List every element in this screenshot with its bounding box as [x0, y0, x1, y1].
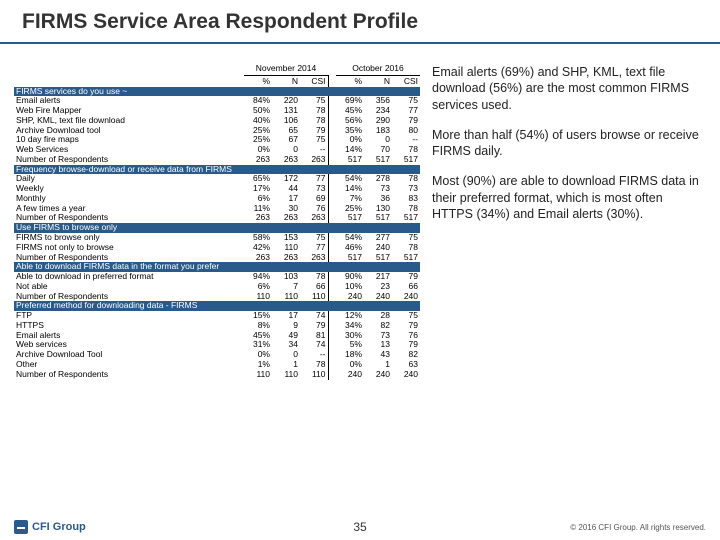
cell: 517	[364, 253, 392, 263]
col-b-n: N	[364, 75, 392, 86]
row-label: SHP, KML, text file download	[14, 116, 244, 126]
cell: 263	[300, 155, 328, 165]
row-label: Web services	[14, 340, 244, 350]
row-label: Archive Download tool	[14, 126, 244, 136]
footer-logo-text: CFI Group	[32, 521, 86, 533]
cell: 517	[336, 155, 364, 165]
cell: 517	[392, 213, 420, 223]
cell: 110	[272, 292, 300, 302]
row-label: A few times a year	[14, 204, 244, 214]
period-b-label: October 2016	[336, 64, 420, 75]
col-a-csi: CSI	[300, 75, 328, 86]
table-row: Number of Respondents110110110240240240	[14, 292, 420, 302]
row-label: Able to download in preferred format	[14, 272, 244, 282]
table-row: Number of Respondents110110110240240240	[14, 370, 420, 380]
cell: 263	[272, 253, 300, 263]
cell: 240	[392, 370, 420, 380]
row-label: Archive Download Tool	[14, 350, 244, 360]
data-table: November 2014 October 2016 % N CSI % N C…	[14, 64, 420, 380]
row-label: Number of Respondents	[14, 292, 244, 302]
row-label: Email alerts	[14, 96, 244, 106]
cell: 110	[244, 292, 272, 302]
cell: 517	[364, 213, 392, 223]
period-a-label: November 2014	[244, 64, 328, 75]
note-3: Most (90%) are able to download FIRMS da…	[432, 173, 704, 222]
cell: 263	[244, 213, 272, 223]
row-label: Number of Respondents	[14, 253, 244, 263]
cell: 110	[300, 292, 328, 302]
cell: 263	[272, 155, 300, 165]
cell: 240	[336, 370, 364, 380]
row-label: Monthly	[14, 194, 244, 204]
page-title: FIRMS Service Area Respondent Profile	[22, 10, 698, 34]
cell: 240	[392, 292, 420, 302]
cell: 110	[244, 370, 272, 380]
footer-copyright: © 2016 CFI Group. All rights reserved.	[570, 523, 706, 532]
row-label: Number of Respondents	[14, 213, 244, 223]
cell: 517	[364, 155, 392, 165]
row-label: HTTPS	[14, 321, 244, 331]
cell: 517	[336, 213, 364, 223]
row-label: 10 day fire maps	[14, 135, 244, 145]
cell: 517	[392, 253, 420, 263]
col-a-pct: %	[244, 75, 272, 86]
row-label: Web Fire Mapper	[14, 106, 244, 116]
cell: 263	[244, 253, 272, 263]
note-1: Email alerts (69%) and SHP, KML, text fi…	[432, 64, 704, 113]
cell: 263	[300, 253, 328, 263]
side-notes: Email alerts (69%) and SHP, KML, text fi…	[432, 64, 708, 236]
note-2: More than half (54%) of users browse or …	[432, 127, 704, 160]
cell: 263	[272, 213, 300, 223]
cell: 263	[244, 155, 272, 165]
data-table-container: November 2014 October 2016 % N CSI % N C…	[14, 64, 420, 380]
row-label: Daily	[14, 174, 244, 184]
logo-icon	[14, 520, 28, 534]
row-label: Not able	[14, 282, 244, 292]
row-label: Number of Respondents	[14, 370, 244, 380]
row-label: FIRMS not only to browse	[14, 243, 244, 253]
cell: 240	[336, 292, 364, 302]
table-row: Number of Respondents263263263517517517	[14, 155, 420, 165]
col-a-n: N	[272, 75, 300, 86]
col-b-csi: CSI	[392, 75, 420, 86]
cell: 517	[392, 155, 420, 165]
table-row: Number of Respondents263263263517517517	[14, 213, 420, 223]
row-label: FIRMS to browse only	[14, 233, 244, 243]
footer-logo: CFI Group	[14, 520, 86, 534]
row-label: Weekly	[14, 184, 244, 194]
cell: 240	[364, 370, 392, 380]
row-label: FTP	[14, 311, 244, 321]
cell: 110	[272, 370, 300, 380]
col-b-pct: %	[336, 75, 364, 86]
row-label: Email alerts	[14, 331, 244, 341]
row-label: Number of Respondents	[14, 155, 244, 165]
row-label: Other	[14, 360, 244, 370]
table-row: Number of Respondents263263263517517517	[14, 253, 420, 263]
cell: 263	[300, 213, 328, 223]
cell: 110	[300, 370, 328, 380]
cell: 517	[336, 253, 364, 263]
row-label: Web Services	[14, 145, 244, 155]
cell: 240	[364, 292, 392, 302]
